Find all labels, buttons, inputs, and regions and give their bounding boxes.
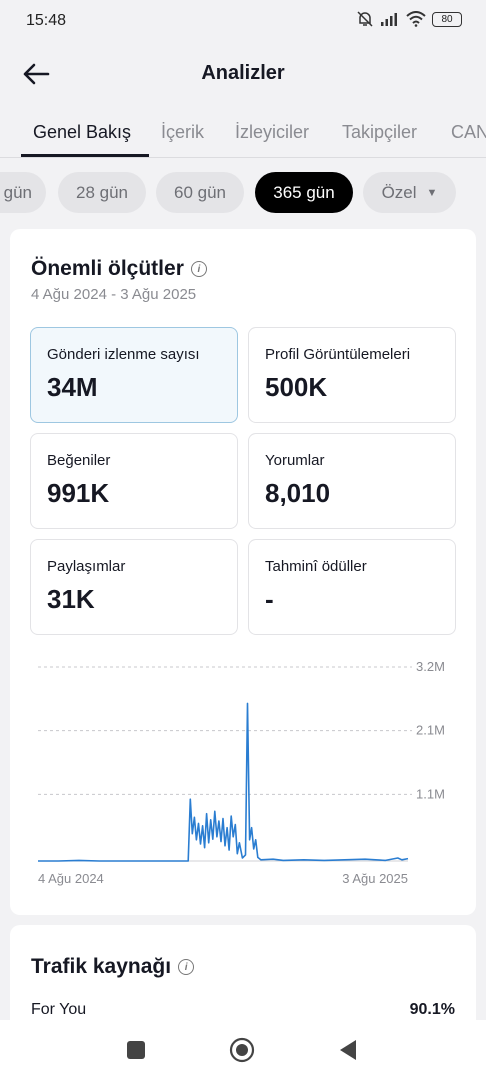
metric-label: Yorumlar xyxy=(265,452,325,469)
battery-icon: 80 xyxy=(432,11,462,27)
chip-label: Özel xyxy=(381,182,417,202)
back-button[interactable] xyxy=(20,58,52,90)
chip-label: 60 gün xyxy=(174,182,226,202)
tab-can[interactable]: CAN xyxy=(451,122,486,142)
views-line-chart: 3.2M 2.1M 1.1M 4 Ağu 2024 3 Ağu 2025 xyxy=(38,659,445,886)
recents-button[interactable] xyxy=(120,1034,152,1066)
metric-value: - xyxy=(265,584,274,614)
tab-followers[interactable]: Takipçiler xyxy=(342,122,418,142)
metric-card-estimated-rewards[interactable]: Tahminî ödüller - xyxy=(248,539,456,635)
traffic-row: For You 90.1% xyxy=(31,1001,455,1019)
traffic-title: Trafik kaynağı xyxy=(31,955,172,978)
chip-365-gun[interactable]: 365 gün xyxy=(255,172,353,213)
chip-label: gün xyxy=(3,182,32,202)
chip-28-gun[interactable]: 28 gün xyxy=(58,172,146,213)
date-range: 4 Ağu 2024 - 3 Ağu 2025 xyxy=(31,286,197,303)
tab-active-indicator xyxy=(21,154,149,157)
metric-card-likes[interactable]: Beğeniler 991K xyxy=(30,433,238,529)
chip-label: 28 gün xyxy=(76,182,128,202)
status-icons: 80 xyxy=(356,10,462,28)
metric-value: 991K xyxy=(47,478,110,508)
views-series-line xyxy=(38,702,409,862)
metric-label: Gönderi izlenme sayısı xyxy=(47,346,200,363)
metric-card-post-views[interactable]: Gönderi izlenme sayısı 34M xyxy=(30,327,238,423)
wifi-icon xyxy=(406,11,426,27)
signal-icon xyxy=(381,13,397,26)
key-metrics-title: Önemli ölçütler xyxy=(31,257,184,280)
status-bar: 15:48 80 xyxy=(0,0,486,44)
chip-custom[interactable]: Özel ▼ xyxy=(363,172,456,213)
arrow-left-icon xyxy=(23,63,50,85)
home-circle-icon xyxy=(229,1037,255,1063)
metric-value: 500K xyxy=(265,372,328,402)
metric-label: Tahminî ödüller xyxy=(265,558,367,575)
traffic-source: For You xyxy=(31,1001,87,1018)
y-tick-label: 3.2M xyxy=(416,659,445,674)
tab-overview[interactable]: Genel Bakış xyxy=(33,122,132,142)
tab-bar: Genel Bakış İçerik İzleyiciler Takipçile… xyxy=(0,106,486,158)
key-metrics-card: Önemli ölçütler i 4 Ağu 2024 - 3 Ağu 202… xyxy=(10,229,476,915)
traffic-percent: 90.1% xyxy=(409,1001,455,1018)
key-metrics-heading: Önemli ölçütler i xyxy=(31,257,207,281)
tab-content[interactable]: İçerik xyxy=(161,122,205,142)
back-nav-button[interactable] xyxy=(332,1034,364,1066)
x-tick-label: 3 Ağu 2025 xyxy=(342,871,408,886)
chip-60-gun[interactable]: 60 gün xyxy=(156,172,244,213)
info-icon[interactable]: i xyxy=(190,261,207,277)
caret-down-icon: ▼ xyxy=(426,186,438,199)
metric-value: 34M xyxy=(47,372,98,402)
metric-value: 8,010 xyxy=(265,478,331,508)
page-title: Analizler xyxy=(201,62,285,84)
date-filter-bar: gün 28 gün 60 gün 365 gün Özel ▼ xyxy=(0,172,486,216)
y-tick-label: 2.1M xyxy=(416,723,445,738)
triangle-back-icon xyxy=(340,1040,356,1060)
x-tick-label: 4 Ağu 2024 xyxy=(38,871,104,886)
system-nav-bar xyxy=(0,1020,486,1080)
metric-label: Paylaşımlar xyxy=(47,558,126,575)
y-tick-label: 1.1M xyxy=(416,786,445,801)
metric-label: Beğeniler xyxy=(47,452,111,469)
metric-card-comments[interactable]: Yorumlar 8,010 xyxy=(248,433,456,529)
square-icon xyxy=(127,1041,145,1059)
metric-card-shares[interactable]: Paylaşımlar 31K xyxy=(30,539,238,635)
chip-label: 365 gün xyxy=(273,182,335,202)
muted-bell-icon xyxy=(357,11,373,27)
status-time: 15:48 xyxy=(26,12,67,29)
traffic-heading: Trafik kaynağı i xyxy=(31,955,195,979)
metric-value: 31K xyxy=(47,584,95,614)
info-icon[interactable]: i xyxy=(178,959,195,975)
metric-label: Profil Görüntülemeleri xyxy=(265,346,411,363)
home-button[interactable] xyxy=(226,1034,258,1066)
chip-gun[interactable]: gün xyxy=(0,172,46,213)
header: Analizler xyxy=(0,44,486,106)
metric-card-profile-views[interactable]: Profil Görüntülemeleri 500K xyxy=(248,327,456,423)
tab-viewers[interactable]: İzleyiciler xyxy=(235,122,310,142)
